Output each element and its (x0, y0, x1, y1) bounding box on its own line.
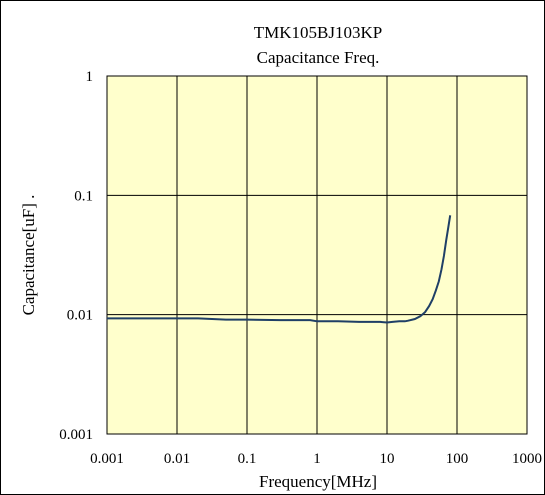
x-axis-label: Frequency[MHz] (259, 472, 377, 491)
grid-lines (107, 76, 527, 434)
x-tick-label: 0.01 (164, 451, 190, 467)
x-tick-label: 100 (446, 451, 469, 467)
x-tick-label: 0.001 (90, 451, 124, 467)
chart-title: TMK105BJ103KP (254, 23, 382, 42)
x-tick-label: 1000 (512, 451, 542, 467)
capacitance-series-line (107, 215, 452, 324)
x-tick-label: 1 (313, 451, 321, 467)
y-tick-label: 0.01 (67, 308, 93, 324)
x-tick-label: 0.1 (238, 451, 257, 467)
x-tick-labels: 0.001 0.01 0.1 1 10 100 1000 (90, 451, 542, 467)
y-tick-labels: 0.001 0.01 0.1 1 (59, 69, 93, 443)
x-tick-label: 10 (380, 451, 395, 467)
chart-subtitle: Capacitance Freq. (257, 48, 380, 67)
y-tick-label: 0.1 (74, 188, 93, 204)
y-tick-label: 0.001 (59, 427, 93, 443)
y-axis-label: Capacitance[uF] . (19, 195, 38, 316)
y-tick-label: 1 (86, 69, 94, 85)
